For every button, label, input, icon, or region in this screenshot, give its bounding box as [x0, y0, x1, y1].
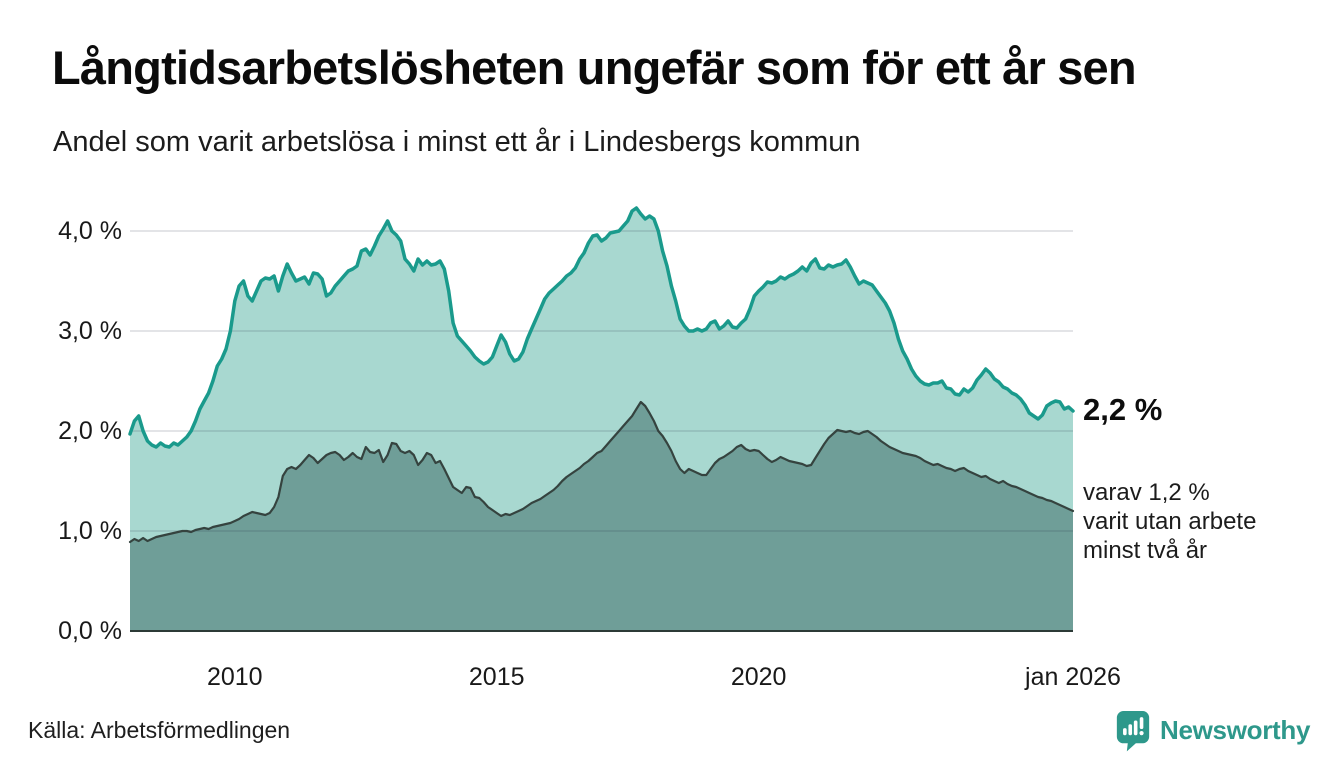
- y-tick-label: 4,0 %: [58, 217, 122, 245]
- series-area-0: [130, 208, 1073, 631]
- latest-value-label: 2,2 %: [1083, 392, 1163, 427]
- series-line-1: [128, 400, 1075, 544]
- x-tick-label: 2020: [730, 663, 787, 691]
- page-subtitle: Andel som varit arbetslösa i minst ett å…: [53, 126, 861, 158]
- page-title: Långtidsarbetslösheten ungefär som för e…: [52, 41, 1137, 94]
- series-area-1: [130, 402, 1073, 631]
- y-tick-label: 2,0 %: [58, 417, 122, 445]
- newsworthy-wordmark: Newsworthy: [1160, 714, 1311, 745]
- x-tick-label: 2015: [468, 663, 525, 691]
- y-tick-label: 0,0 %: [58, 617, 122, 645]
- x-tick-label: jan 2026: [1025, 663, 1121, 691]
- x-tick-label: 2010: [206, 663, 263, 691]
- latest-subvalue-label: varav 1,2 % varit utan arbete minst två …: [1083, 479, 1257, 564]
- series-line-0: [128, 206, 1075, 449]
- y-tick-label: 3,0 %: [58, 317, 122, 345]
- newsworthy-logo[interactable]: Newsworthy: [1114, 708, 1310, 752]
- source-note: Källa: Arbetsförmedlingen: [28, 717, 291, 743]
- y-tick-label: 1,0 %: [58, 517, 122, 545]
- newsworthy-icon: [1116, 711, 1150, 752]
